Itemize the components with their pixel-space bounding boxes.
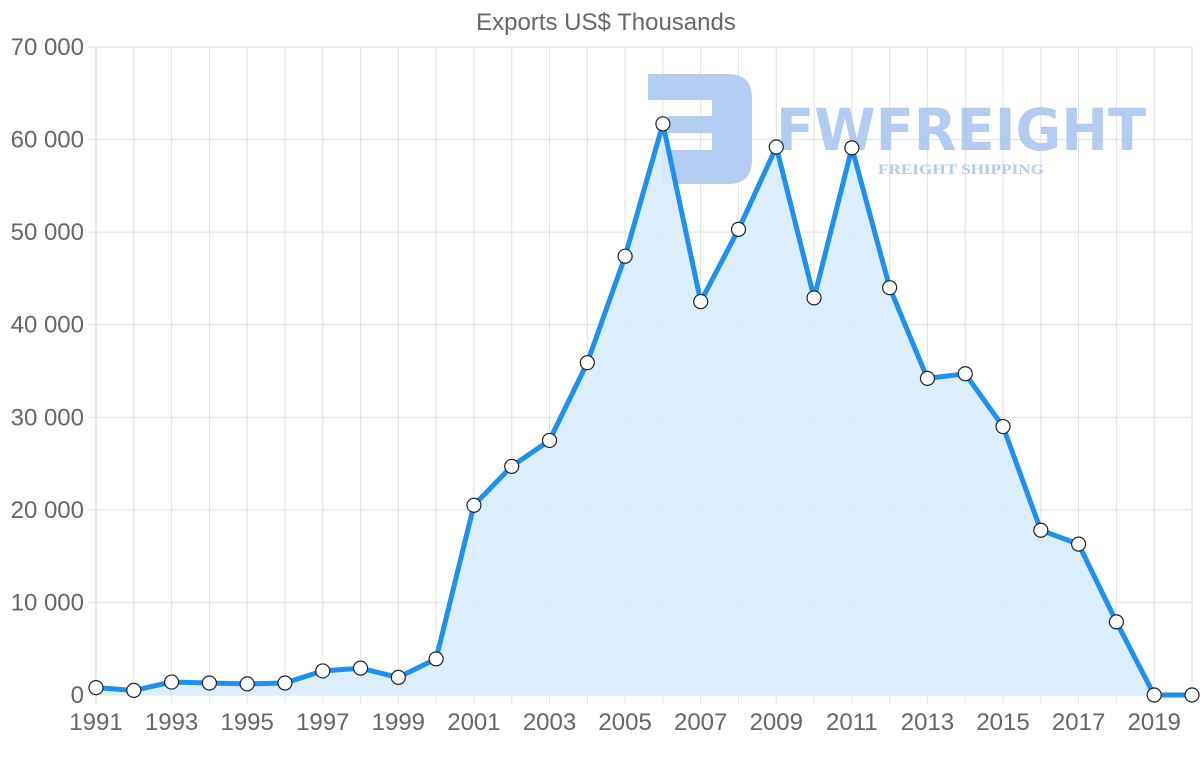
fwfreight-logo-icon bbox=[648, 74, 752, 184]
data-point-1999[interactable] bbox=[390, 669, 406, 686]
data-point-1995[interactable] bbox=[239, 676, 255, 692]
x-tick-label: 2011 bbox=[826, 709, 878, 736]
data-point-1992[interactable] bbox=[126, 682, 142, 698]
x-tick-label: 2017 bbox=[1052, 709, 1105, 736]
data-point-1998[interactable] bbox=[352, 660, 369, 676]
y-tick-label: 60 000 bbox=[11, 127, 84, 154]
data-point-1996[interactable] bbox=[277, 675, 293, 691]
y-tick-label: 40 000 bbox=[11, 312, 84, 339]
x-tick-label: 2005 bbox=[598, 709, 651, 736]
x-tick-label: 2013 bbox=[901, 709, 954, 736]
data-point-2004[interactable] bbox=[579, 355, 595, 371]
data-point-2018[interactable] bbox=[1108, 614, 1125, 630]
x-tick-label: 1991 bbox=[69, 709, 122, 736]
data-point-1997[interactable] bbox=[315, 663, 331, 679]
x-tick-label: 1999 bbox=[372, 709, 425, 736]
data-markers bbox=[88, 116, 1200, 703]
data-point-1993[interactable] bbox=[163, 674, 180, 690]
watermark-brand: FWFREIGHT bbox=[776, 96, 1146, 164]
y-tick-label: 30 000 bbox=[11, 404, 84, 431]
x-tick-label: 2007 bbox=[674, 709, 727, 736]
data-point-2012[interactable] bbox=[882, 280, 898, 296]
data-point-2017[interactable] bbox=[1071, 536, 1087, 552]
x-tick-label: 1997 bbox=[296, 709, 349, 736]
data-point-2016[interactable] bbox=[1033, 522, 1049, 538]
x-axis: 1991 1993 1995 1997 1999 2001 2003 2005 2007 2009… bbox=[69, 709, 1181, 736]
y-axis: 0 10 000 20 000 30 000 40 000 50 000 60 000 70 … bbox=[11, 34, 84, 709]
data-point-2008[interactable] bbox=[730, 221, 747, 237]
x-tick-label: 1993 bbox=[145, 709, 198, 736]
data-point-1991[interactable] bbox=[88, 679, 104, 696]
x-tick-label: 2009 bbox=[750, 709, 803, 736]
data-point-2007[interactable] bbox=[693, 293, 709, 310]
data-point-2011[interactable] bbox=[844, 140, 860, 156]
y-tick-label: 70 000 bbox=[11, 34, 84, 61]
y-tick-label: 50 000 bbox=[11, 219, 84, 246]
data-point-2003[interactable] bbox=[541, 432, 558, 449]
y-tick-label: 20 000 bbox=[11, 497, 84, 524]
y-tick-label: 0 bbox=[71, 682, 84, 709]
data-point-2010[interactable] bbox=[806, 290, 822, 306]
data-point-2020[interactable] bbox=[1184, 687, 1200, 703]
data-point-2005[interactable] bbox=[617, 248, 633, 264]
x-tick-label: 1995 bbox=[220, 709, 273, 736]
data-point-2006[interactable] bbox=[655, 116, 671, 132]
data-point-2013[interactable] bbox=[919, 370, 936, 387]
area-fill bbox=[96, 123, 1192, 696]
x-tick-label: 2001 bbox=[447, 709, 500, 736]
x-tick-label: 2003 bbox=[523, 709, 576, 736]
data-point-2000[interactable] bbox=[428, 651, 444, 667]
data-point-2001[interactable] bbox=[466, 497, 482, 513]
data-point-2009[interactable] bbox=[768, 139, 784, 155]
chart-title: Exports US$ Thousands bbox=[476, 9, 736, 36]
data-point-2019[interactable] bbox=[1146, 687, 1162, 703]
watermark-logo: FWFREIGHT FREIGHT SHIPPING bbox=[648, 74, 1146, 184]
y-tick-label: 10 000 bbox=[11, 589, 84, 616]
data-point-2015[interactable] bbox=[995, 418, 1011, 435]
data-point-2002[interactable] bbox=[504, 458, 520, 474]
watermark-tagline: FREIGHT SHIPPING bbox=[878, 162, 1044, 178]
x-tick-label: 2019 bbox=[1128, 709, 1181, 736]
data-point-2014[interactable] bbox=[957, 366, 973, 382]
x-tick-label: 2015 bbox=[976, 709, 1029, 736]
data-point-1994[interactable] bbox=[201, 675, 217, 691]
